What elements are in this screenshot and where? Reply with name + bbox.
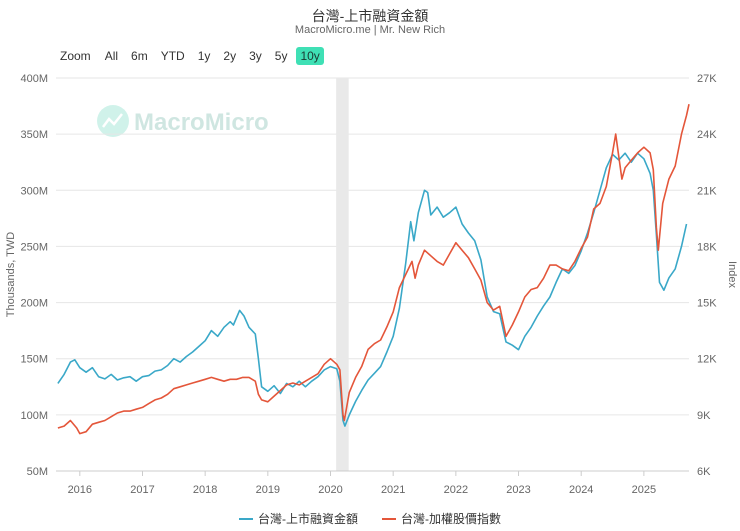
left-tick-label: 250M [20, 241, 48, 253]
right-axis-title: Index [726, 261, 738, 288]
right-tick-label: 27K [697, 73, 717, 85]
chart-subtitle: MacroMicro.me | Mr. New Rich [294, 24, 446, 36]
right-tick-label: 21K [697, 185, 717, 197]
watermark-text: MacroMicro [134, 109, 269, 136]
x-tick-label: 2021 [381, 484, 405, 496]
x-tick-label: 2017 [130, 484, 154, 496]
legend-item-margin-amount[interactable]: 台灣-上市融資金額 [239, 510, 358, 527]
left-tick-label: 300M [20, 185, 48, 197]
left-tick-label: 400M [20, 73, 48, 85]
right-tick-label: 18K [697, 241, 717, 253]
zoom-button-all[interactable]: All [104, 49, 119, 63]
watermark-logo-mark-icon [102, 113, 123, 128]
zoom-button-ytd[interactable]: YTD [160, 49, 185, 63]
legend-label-margin: 台灣-上市融資金額 [258, 512, 358, 526]
recession-band [336, 78, 349, 471]
x-tick-label: 2019 [256, 484, 280, 496]
left-axis-title: Thousands, TWD [5, 232, 17, 317]
series-lines [57, 104, 690, 435]
x-tick-label: 2024 [569, 484, 593, 496]
x-tick-label: 2018 [193, 484, 217, 496]
zoom-button-10y[interactable]: 10y [296, 47, 324, 65]
left-tick-label: 100M [20, 410, 48, 422]
x-tick-label: 2025 [632, 484, 656, 496]
left-tick-label: 350M [20, 129, 48, 141]
x-tick-label: 2023 [506, 484, 530, 496]
watermark: MacroMicro [97, 105, 269, 137]
zoom-button-6m[interactable]: 6m [131, 49, 148, 63]
right-tick-label: 15K [697, 298, 717, 310]
zoom-button-3y[interactable]: 3y [249, 49, 262, 63]
gridlines [56, 77, 689, 472]
watermark-logo-icon [97, 105, 129, 137]
right-tick-label: 24K [697, 129, 717, 141]
legend: 台灣-上市融資金額 台灣-加權股價指數 [0, 510, 740, 527]
x-tick-label: 2022 [444, 484, 468, 496]
recession-shading [336, 78, 349, 471]
right-tick-label: 9K [697, 410, 711, 422]
zoom-label: Zoom [60, 49, 91, 63]
zoom-bar: Zoom All 6m YTD 1y 2y 3y 5y 10y [60, 47, 329, 65]
x-tick-label: 2020 [318, 484, 342, 496]
axes: 50M 6K 100M 9K 150M 12K 200M 15K 250M 18K 300M 21K 3… [5, 73, 738, 496]
series-line-taiex [57, 104, 690, 435]
left-tick-label: 150M [20, 354, 48, 366]
legend-swatch-margin [239, 517, 253, 520]
legend-swatch-taiex [382, 517, 396, 520]
legend-item-taiex[interactable]: 台灣-加權股價指數 [382, 510, 501, 527]
x-tick-label: 2016 [68, 484, 92, 496]
chart-title: 台灣-上市融資金額 [311, 8, 429, 24]
zoom-button-2y[interactable]: 2y [223, 49, 237, 63]
zoom-button-1y[interactable]: 1y [197, 49, 211, 63]
left-tick-label: 50M [27, 466, 48, 478]
series-line-margin-amount [57, 152, 688, 427]
left-tick-label: 200M [20, 298, 48, 310]
right-tick-label: 12K [697, 354, 717, 366]
legend-label-taiex: 台灣-加權股價指數 [401, 512, 501, 526]
zoom-button-5y[interactable]: 5y [274, 49, 288, 63]
right-tick-label: 6K [697, 466, 711, 478]
